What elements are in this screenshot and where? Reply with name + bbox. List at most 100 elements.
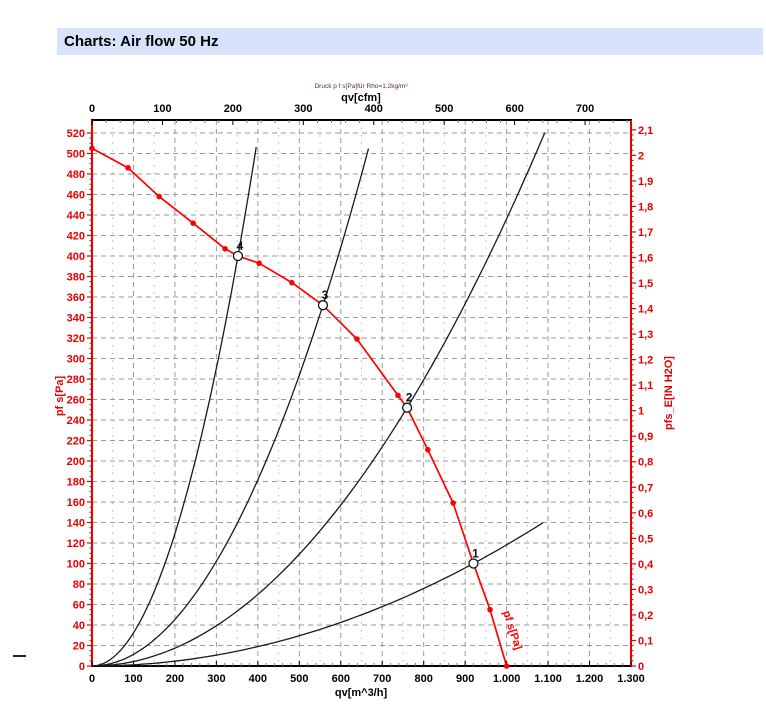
fan-curve-marker	[289, 279, 295, 286]
bottom-tick-label: 200	[166, 673, 184, 685]
top-tick-label: 700	[576, 103, 594, 115]
right-tick-label: 1	[638, 406, 644, 418]
right-tick-label: 1,5	[638, 278, 653, 290]
left-tick-label: 300	[67, 354, 85, 366]
left-tick-label: 380	[67, 272, 85, 284]
operating-point-label: 4	[237, 239, 244, 253]
operating-point-label: 3	[322, 288, 329, 302]
top-tick-label: 0	[89, 103, 95, 115]
fan-curve-marker	[450, 500, 456, 506]
system-curve-2	[91, 132, 546, 667]
right-tick-label: 2,1	[638, 125, 653, 137]
bottom-tick-label: 300	[207, 673, 225, 685]
bottom-tick-label: 500	[290, 673, 308, 685]
fan-curve-marker	[125, 165, 131, 171]
right-tick-label: 1,9	[638, 176, 653, 188]
right-tick-label: 0,7	[638, 482, 653, 494]
right-tick-label: 1,4	[638, 304, 654, 316]
bottom-tick-label: 1.100	[534, 673, 562, 685]
fan-curve-marker	[222, 246, 228, 252]
section-title: Charts: Air flow 50 Hz	[64, 33, 219, 50]
bottom-tick-label: 800	[415, 673, 433, 685]
fan-curve-marker	[89, 145, 95, 152]
top-tick-label: 400	[365, 103, 383, 115]
left-tick-label: 420	[67, 231, 85, 243]
fan-curve-marker	[425, 446, 431, 453]
bottom-axis: 0 100 200 300 400 500 600 700 800 900 1.000 1.100 1.…	[89, 661, 645, 699]
right-tick-label: 1,2	[638, 355, 653, 367]
axes	[91, 119, 632, 667]
operating-point-4	[232, 250, 244, 262]
left-tick-label: 80	[73, 579, 85, 591]
operating-point-1	[468, 558, 479, 569]
bottom-tick-label: 400	[249, 673, 267, 685]
left-tick-label: 120	[67, 538, 85, 550]
bottom-axis-title: qv[m^3/h]	[335, 687, 388, 699]
right-tick-label: 1,7	[638, 227, 653, 239]
bottom-tick-label: 1.000	[493, 673, 521, 685]
fan-curve-marker	[487, 606, 493, 613]
operating-point-label: 1	[472, 547, 479, 561]
left-tick-label: 400	[67, 251, 85, 263]
fan-curve-marker	[503, 663, 510, 669]
fan-curve-marker	[395, 392, 401, 399]
left-tick-label: 360	[67, 292, 85, 304]
left-tick-label: 460	[67, 190, 85, 202]
operating-point-3	[317, 300, 329, 311]
bottom-tick-label: 900	[456, 673, 474, 685]
right-axis-title: pfs_E[IN H2O]	[663, 356, 675, 430]
bottom-tick-label: 1.200	[576, 673, 604, 685]
bottom-tick-label: 700	[373, 673, 391, 685]
right-tick-label: 0,5	[638, 533, 653, 545]
right-tick-label: 1,6	[638, 252, 653, 264]
top-tick-label: 200	[224, 103, 242, 115]
right-tick-label: 0,1	[638, 635, 653, 647]
right-tick-label: 0,2	[638, 610, 653, 622]
right-tick-label: 0,3	[638, 584, 653, 596]
right-tick-label: 0,4	[638, 559, 654, 571]
chart-note: Druck p f s[Pa]für Rho=1,2kg/m³	[314, 83, 408, 90]
right-tick-label: 2	[638, 150, 644, 162]
left-axis-title: pf s[Pa]	[54, 375, 66, 416]
bottom-tick-label: 1.300	[617, 673, 645, 685]
left-tick-label: 160	[67, 497, 85, 509]
top-tick-label: 500	[435, 103, 453, 115]
left-tick-label: 220	[67, 436, 85, 448]
left-tick-label: 20	[73, 641, 85, 653]
page-artifact-dash	[13, 655, 26, 657]
left-tick-label: 320	[67, 333, 85, 345]
left-tick-label: 340	[67, 313, 85, 325]
right-tick-label: 1,1	[638, 380, 653, 392]
right-tick-label: 0,6	[638, 508, 653, 520]
right-tick-label: 0,8	[638, 457, 653, 469]
left-tick-label: 200	[67, 456, 85, 468]
section-header: Charts: Air flow 50 Hz	[57, 28, 763, 55]
fan-curve-label: pf s[Pa]	[500, 609, 524, 651]
fan-curve-marker	[354, 336, 360, 342]
left-tick-label: 500	[67, 149, 85, 161]
left-tick-label: 40	[73, 620, 85, 632]
left-tick-label: 280	[67, 374, 85, 386]
left-tick-label: 260	[67, 395, 85, 407]
bottom-tick-label: 100	[124, 673, 142, 685]
left-tick-label: 60	[73, 600, 85, 612]
operating-point-2	[401, 402, 413, 413]
right-tick-label: 1,8	[638, 201, 653, 213]
grid-minor	[112, 120, 611, 666]
left-tick-label: 520	[67, 128, 85, 140]
fan-curve-marker	[190, 220, 196, 226]
left-tick-label: 140	[67, 518, 85, 530]
fan-curve-marker	[156, 193, 162, 200]
system-curve-4	[91, 146, 257, 667]
fan-curve-marker	[256, 260, 262, 266]
top-axis: 0 100 200 300 400 500 600 700 qv[cfm] Druck p f s…	[89, 83, 628, 125]
operating-point-label: 2	[406, 391, 413, 405]
right-tick-label: 1,3	[638, 329, 653, 341]
left-tick-label: 0	[79, 661, 85, 673]
top-tick-label: 300	[294, 103, 312, 115]
right-tick-label: 0	[638, 661, 644, 673]
top-axis-title: qv[cfm]	[341, 92, 381, 104]
bottom-tick-label: 600	[332, 673, 350, 685]
right-axis: 0 0,1 0,2 0,3 0,4 0,5 0,6 0,7 0,8 0,9 1 1,1 1,2 1,3 1,…	[631, 125, 675, 673]
